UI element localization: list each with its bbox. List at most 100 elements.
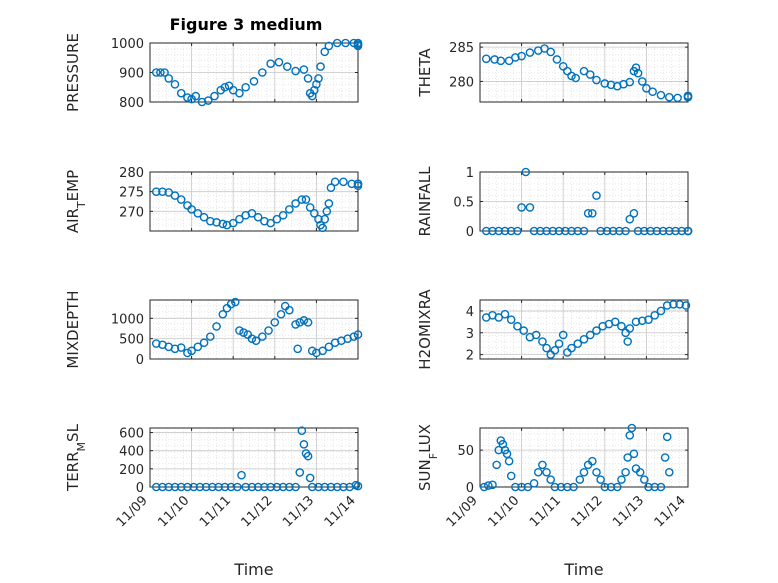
axes-5-data-point: [239, 328, 248, 337]
axes-8-data-point: [494, 445, 504, 455]
axes-6-ytick-label: 3: [466, 327, 474, 342]
axes-8-frame: [479, 427, 689, 488]
axes-3-data-point: [285, 205, 294, 214]
axes-8-data-point: [656, 482, 666, 492]
axes-8-data-point: [664, 467, 674, 477]
axes-7-data-point: [299, 440, 309, 449]
axes-2-data-point: [563, 66, 572, 76]
axes-1-data-point: [249, 77, 259, 86]
axes-4-data-point: [629, 208, 639, 218]
axes-1-data-point: [203, 96, 213, 105]
axes-3-data-point: [218, 219, 228, 229]
axes-4-data-point: [529, 226, 539, 236]
axes-1-data-point: [341, 38, 350, 48]
axes-5-data-point: [170, 344, 180, 354]
axes-4-data-point: [646, 226, 655, 236]
axes-2-data-point: [664, 92, 674, 102]
axes-2-data-point: [525, 48, 535, 57]
axes-2-ylabel: THETA: [416, 48, 434, 98]
axes-7-data-point: [253, 482, 263, 492]
axes-5-data-point: [199, 338, 209, 348]
axes-5-data-point: [318, 346, 327, 356]
axes-8-data-point: [588, 456, 597, 466]
axes-8-xtick-label: 11/12: [569, 493, 606, 530]
axes-4-data-point: [573, 226, 583, 236]
axes-7-xtick-label: 11/09: [114, 493, 151, 530]
axes-4-data-point: [583, 208, 593, 218]
axes-4-data-point: [621, 226, 630, 236]
axes-8-data-point: [627, 423, 637, 433]
axes-6-ytick-label: 4: [466, 305, 474, 320]
axes-7-data-point: [266, 482, 275, 492]
axes-7-data-point: [285, 482, 294, 492]
axes-3-data-point: [176, 195, 186, 204]
axes-5-data-point: [247, 334, 257, 343]
axes-7-data-point: [307, 482, 317, 492]
axes-7-xtick-label: 11/11: [197, 493, 234, 530]
axes-5-data-point: [299, 316, 309, 325]
axes-4-data-point: [560, 226, 570, 236]
axes-3-data-point: [324, 199, 334, 208]
axes-7-data-point: [260, 482, 269, 492]
axes-5-data-point: [176, 343, 186, 352]
axes-2-data-point: [656, 90, 666, 100]
axes-4-data-point: [596, 226, 605, 236]
axes-8-data-point: [650, 482, 660, 492]
axes-6-data-point: [550, 345, 560, 355]
axes-5-data-point: [226, 299, 236, 309]
axes-1-ytick-label: 1000: [111, 37, 144, 52]
axes-8-data-point: [606, 482, 616, 492]
axes-3-data-point: [228, 218, 238, 228]
axes-5-data-point: [324, 342, 334, 352]
axes-5-data-point: [187, 346, 196, 356]
axes-7-data-point: [297, 426, 307, 436]
axes-8-ytick-label: 0: [466, 481, 474, 496]
axes-2-data-point: [552, 55, 562, 64]
axes-8-xtick-label: 11/13: [610, 493, 647, 530]
axes-7-data-point: [339, 482, 348, 492]
axes-3-ytick-label: 270: [119, 205, 144, 220]
axes-4-data-point: [625, 214, 635, 224]
axes-6-data-point: [669, 300, 678, 309]
axes-3-data-point: [235, 214, 244, 224]
axes-6-data-point: [542, 343, 551, 353]
axes-8-data-point: [479, 482, 489, 492]
axes-7-data-point: [183, 482, 192, 492]
axes-7-data-point: [233, 482, 242, 492]
axes-8-xtick-label: 11/14: [652, 493, 689, 530]
axes-4-data-point: [481, 226, 491, 236]
axes-8-xtick-label: 11/11: [527, 493, 564, 530]
axes-4-ytick-label: 0.5: [453, 196, 474, 211]
axes-3-frame: [149, 171, 359, 232]
axes-4-data-point: [671, 226, 680, 236]
axes-5-data-point: [222, 303, 232, 313]
axes-3-data-point: [339, 177, 348, 187]
axes-7-xtick-label: 11/14: [322, 493, 359, 530]
axes-4-data-point: [567, 226, 576, 236]
axes-2-data-point: [683, 91, 693, 101]
axes-3-data-point: [310, 208, 319, 218]
axes-8-ytick-label: 50: [457, 444, 474, 459]
axes-4-data-point: [579, 226, 589, 236]
axes-8-xtick-label: 11/09: [444, 493, 481, 530]
axes-4-data-point: [615, 226, 624, 236]
axes-7-data-point: [195, 482, 205, 492]
axes-3-data-point: [291, 199, 300, 208]
axes-5-data-point: [151, 339, 161, 348]
axes-3-data-point: [266, 218, 275, 228]
axes-2-data-point: [567, 71, 576, 81]
axes-4-data-point: [536, 226, 545, 236]
axes-1-data-point: [183, 93, 192, 102]
axes-8-data-point: [592, 467, 601, 477]
axes-7-data-point: [241, 482, 250, 492]
axes-1-data-point: [316, 62, 325, 71]
axes-2-data-point: [592, 75, 601, 85]
axes-5-data-point: [251, 336, 261, 345]
axes-8-data-point: [550, 482, 560, 492]
axes-7-data-point: [214, 482, 223, 492]
axes-8-data-point: [504, 456, 514, 466]
axes-1-data-point: [291, 66, 300, 76]
axes-3-data-point: [158, 187, 167, 196]
axes-7-data-point: [272, 482, 282, 492]
axes-1-data-point: [266, 59, 275, 68]
